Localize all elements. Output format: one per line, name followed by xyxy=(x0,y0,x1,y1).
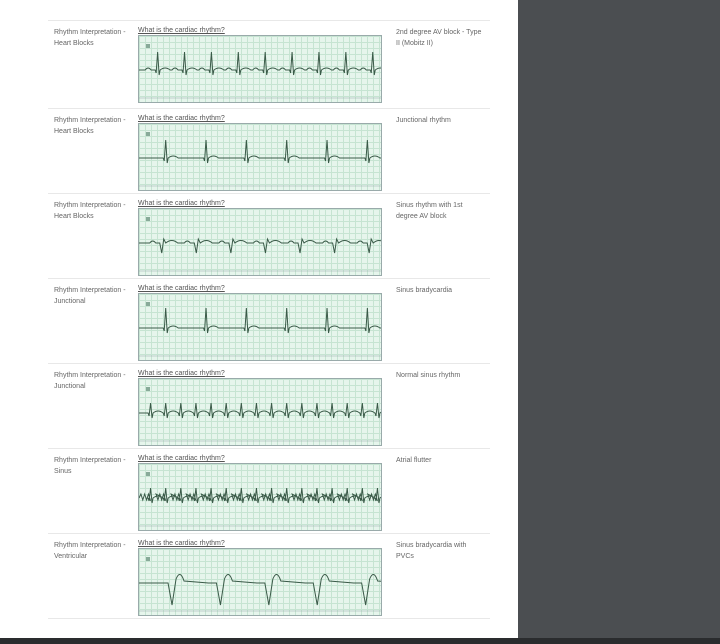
ecg-strip-image xyxy=(138,378,382,446)
strip-marker-icon xyxy=(146,132,150,136)
topic-label: Rhythm Interpretation - Heart Blocks xyxy=(54,29,126,47)
topic-label: Rhythm Interpretation - Ventricular xyxy=(54,542,126,560)
strip-marker-icon xyxy=(146,302,150,306)
ecg-strip-image xyxy=(138,548,382,616)
rhythm-row: Rhythm Interpretation - Heart Blocks Wha… xyxy=(48,108,490,194)
ecg-strip-image xyxy=(138,463,382,531)
rhythm-row: Rhythm Interpretation - Junctional What … xyxy=(48,278,490,364)
rhythm-row: Rhythm Interpretation - Heart Blocks Wha… xyxy=(48,20,490,106)
divider xyxy=(48,618,490,619)
answer-text: 2nd degree AV block - Type II (Mobitz II… xyxy=(396,29,482,47)
topic-label: Rhythm Interpretation - Junctional xyxy=(54,287,126,305)
rhythm-row: Rhythm Interpretation - Junctional What … xyxy=(48,363,490,449)
content-panel: Rhythm Interpretation - Heart Blocks Wha… xyxy=(0,0,518,640)
answer-text: Sinus bradycardia with PVCs xyxy=(396,542,467,560)
ecg-trace xyxy=(139,402,381,419)
answer-text: Normal sinus rhythm xyxy=(396,372,461,379)
topic-label: Rhythm Interpretation - Sinus xyxy=(54,457,126,475)
question-link[interactable]: What is the cardiac rhythm? xyxy=(138,115,225,122)
ecg-trace xyxy=(139,139,381,164)
topic-label: Rhythm Interpretation - Junctional xyxy=(54,372,126,390)
strip-marker-icon xyxy=(146,557,150,561)
ecg-strip-image xyxy=(138,208,382,276)
ecg-trace xyxy=(139,574,381,606)
question-link[interactable]: What is the cardiac rhythm? xyxy=(138,455,225,462)
rhythm-row: Rhythm Interpretation - Heart Blocks Wha… xyxy=(48,193,490,279)
answer-text: Sinus rhythm with 1st degree AV block xyxy=(396,202,463,220)
ecg-strip-image xyxy=(138,293,382,361)
topic-label: Rhythm Interpretation - Heart Blocks xyxy=(54,202,126,220)
answer-text: Junctional rhythm xyxy=(396,117,451,124)
question-link[interactable]: What is the cardiac rhythm? xyxy=(138,200,225,207)
strip-marker-icon xyxy=(146,387,150,391)
ecg-trace xyxy=(139,487,381,504)
topic-label: Rhythm Interpretation - Heart Blocks xyxy=(54,117,126,135)
question-link[interactable]: What is the cardiac rhythm? xyxy=(138,27,225,34)
answer-text: Atrial flutter xyxy=(396,457,432,464)
ecg-strip-image xyxy=(138,123,382,191)
strip-marker-icon xyxy=(146,472,150,476)
rhythm-row: Rhythm Interpretation - Ventricular What… xyxy=(48,533,490,619)
ecg-trace xyxy=(139,307,381,334)
ecg-trace xyxy=(139,237,381,254)
strip-marker-icon xyxy=(146,217,150,221)
rhythm-row: Rhythm Interpretation - Sinus What is th… xyxy=(48,448,490,534)
answer-text: Sinus bradycardia xyxy=(396,287,453,294)
strip-marker-icon xyxy=(146,44,150,48)
question-link[interactable]: What is the cardiac rhythm? xyxy=(138,540,225,547)
question-link[interactable]: What is the cardiac rhythm? xyxy=(138,370,225,377)
taskbar xyxy=(0,638,720,644)
ecg-strip-image xyxy=(138,35,382,103)
question-link[interactable]: What is the cardiac rhythm? xyxy=(138,285,225,292)
ecg-trace xyxy=(139,51,381,76)
